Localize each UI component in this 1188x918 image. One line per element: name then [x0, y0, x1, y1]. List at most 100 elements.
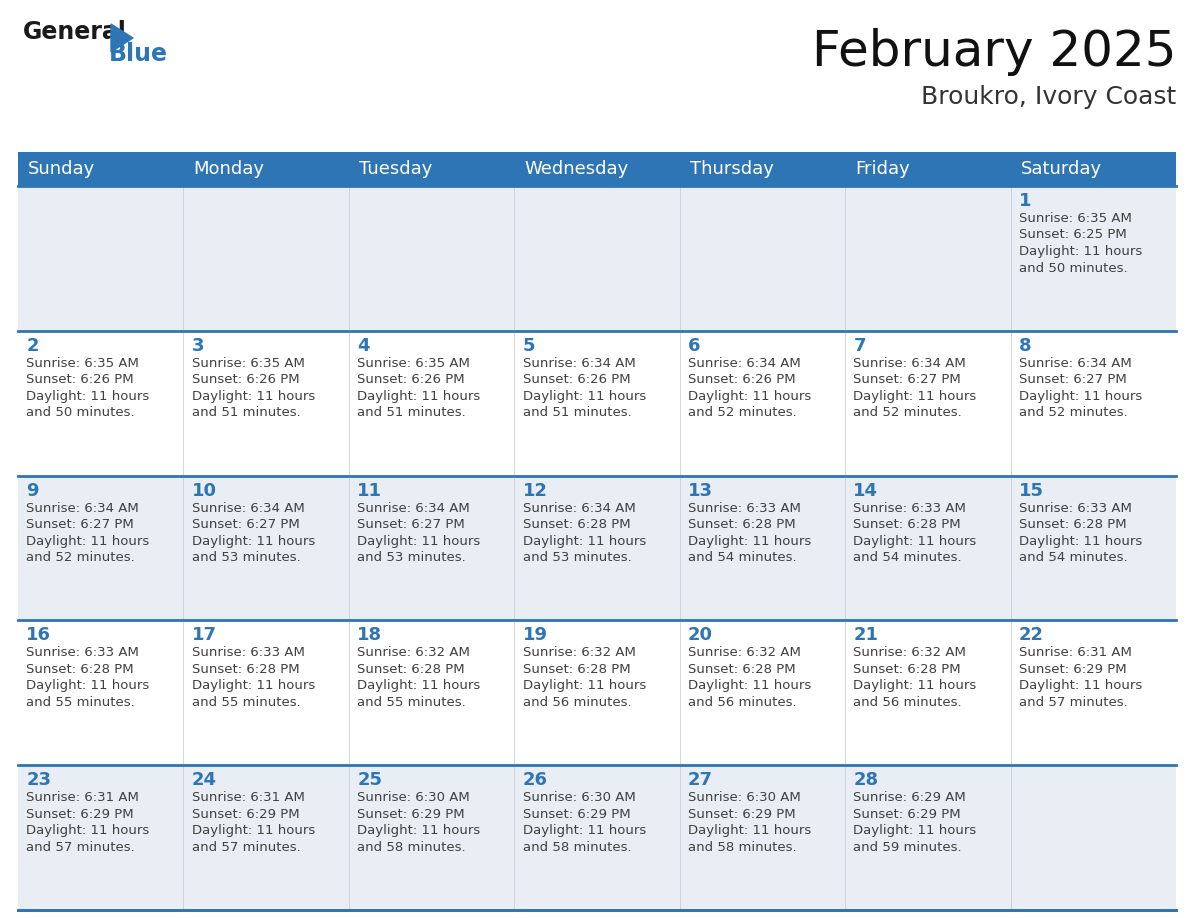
Text: Sunset: 6:26 PM: Sunset: 6:26 PM: [523, 374, 630, 386]
Text: and 57 minutes.: and 57 minutes.: [1019, 696, 1127, 709]
Text: Sunset: 6:27 PM: Sunset: 6:27 PM: [853, 374, 961, 386]
Text: Daylight: 11 hours: Daylight: 11 hours: [688, 824, 811, 837]
Text: Daylight: 11 hours: Daylight: 11 hours: [523, 824, 646, 837]
Text: Daylight: 11 hours: Daylight: 11 hours: [191, 824, 315, 837]
Text: Sunset: 6:28 PM: Sunset: 6:28 PM: [523, 663, 630, 676]
Text: and 58 minutes.: and 58 minutes.: [688, 841, 797, 854]
Text: Sunset: 6:27 PM: Sunset: 6:27 PM: [191, 518, 299, 532]
Text: Sunset: 6:28 PM: Sunset: 6:28 PM: [26, 663, 134, 676]
Text: Sunrise: 6:34 AM: Sunrise: 6:34 AM: [523, 501, 636, 515]
Text: Saturday: Saturday: [1020, 160, 1101, 178]
Text: 27: 27: [688, 771, 713, 789]
Text: 1: 1: [1019, 192, 1031, 210]
Text: Daylight: 11 hours: Daylight: 11 hours: [523, 534, 646, 548]
Text: 10: 10: [191, 482, 216, 499]
Text: and 50 minutes.: and 50 minutes.: [26, 407, 135, 420]
Text: Sunrise: 6:32 AM: Sunrise: 6:32 AM: [688, 646, 801, 659]
Text: Sunset: 6:29 PM: Sunset: 6:29 PM: [26, 808, 134, 821]
Text: 16: 16: [26, 626, 51, 644]
Text: Sunset: 6:28 PM: Sunset: 6:28 PM: [688, 518, 796, 532]
Text: Monday: Monday: [194, 160, 265, 178]
Text: Sunrise: 6:33 AM: Sunrise: 6:33 AM: [688, 501, 801, 515]
Text: Daylight: 11 hours: Daylight: 11 hours: [523, 390, 646, 403]
Text: Sunset: 6:28 PM: Sunset: 6:28 PM: [191, 663, 299, 676]
Bar: [18, 152, 183, 186]
Bar: [18, 476, 1176, 621]
Text: Sunset: 6:28 PM: Sunset: 6:28 PM: [853, 663, 961, 676]
Text: Sunrise: 6:29 AM: Sunrise: 6:29 AM: [853, 791, 966, 804]
Text: Daylight: 11 hours: Daylight: 11 hours: [26, 679, 150, 692]
Text: Sunrise: 6:32 AM: Sunrise: 6:32 AM: [523, 646, 636, 659]
Text: Sunrise: 6:34 AM: Sunrise: 6:34 AM: [523, 357, 636, 370]
Text: Sunrise: 6:32 AM: Sunrise: 6:32 AM: [358, 646, 470, 659]
Text: Sunset: 6:26 PM: Sunset: 6:26 PM: [26, 374, 134, 386]
Text: Sunset: 6:26 PM: Sunset: 6:26 PM: [191, 374, 299, 386]
Bar: [18, 766, 1176, 910]
Text: and 54 minutes.: and 54 minutes.: [1019, 551, 1127, 564]
Text: 5: 5: [523, 337, 535, 354]
Text: and 53 minutes.: and 53 minutes.: [191, 551, 301, 564]
Text: Sunset: 6:27 PM: Sunset: 6:27 PM: [358, 518, 465, 532]
Text: Sunset: 6:27 PM: Sunset: 6:27 PM: [1019, 374, 1126, 386]
Text: and 59 minutes.: and 59 minutes.: [853, 841, 962, 854]
Text: Daylight: 11 hours: Daylight: 11 hours: [1019, 679, 1142, 692]
Text: and 51 minutes.: and 51 minutes.: [358, 407, 466, 420]
Text: Friday: Friday: [855, 160, 910, 178]
Text: and 57 minutes.: and 57 minutes.: [191, 841, 301, 854]
Text: 17: 17: [191, 626, 216, 644]
Text: Sunset: 6:28 PM: Sunset: 6:28 PM: [853, 518, 961, 532]
Text: 3: 3: [191, 337, 204, 354]
Text: and 52 minutes.: and 52 minutes.: [853, 407, 962, 420]
Text: and 52 minutes.: and 52 minutes.: [688, 407, 797, 420]
Text: 15: 15: [1019, 482, 1044, 499]
Text: Sunset: 6:29 PM: Sunset: 6:29 PM: [1019, 663, 1126, 676]
Bar: [1011, 152, 1176, 186]
Text: Sunset: 6:26 PM: Sunset: 6:26 PM: [688, 374, 796, 386]
Text: 24: 24: [191, 771, 216, 789]
Text: and 55 minutes.: and 55 minutes.: [26, 696, 135, 709]
Text: Sunrise: 6:35 AM: Sunrise: 6:35 AM: [1019, 212, 1132, 225]
Text: Sunrise: 6:34 AM: Sunrise: 6:34 AM: [1019, 357, 1132, 370]
Text: Sunrise: 6:30 AM: Sunrise: 6:30 AM: [358, 791, 470, 804]
Text: Daylight: 11 hours: Daylight: 11 hours: [688, 390, 811, 403]
Text: Daylight: 11 hours: Daylight: 11 hours: [1019, 534, 1142, 548]
Text: Daylight: 11 hours: Daylight: 11 hours: [523, 679, 646, 692]
Text: Daylight: 11 hours: Daylight: 11 hours: [853, 824, 977, 837]
Text: Sunrise: 6:34 AM: Sunrise: 6:34 AM: [358, 501, 470, 515]
Text: Daylight: 11 hours: Daylight: 11 hours: [191, 534, 315, 548]
Text: Sunset: 6:25 PM: Sunset: 6:25 PM: [1019, 229, 1126, 241]
Text: Sunrise: 6:33 AM: Sunrise: 6:33 AM: [1019, 501, 1132, 515]
Text: Broukro, Ivory Coast: Broukro, Ivory Coast: [921, 85, 1176, 109]
Polygon shape: [110, 24, 133, 52]
Text: Sunrise: 6:31 AM: Sunrise: 6:31 AM: [1019, 646, 1132, 659]
Text: 8: 8: [1019, 337, 1031, 354]
Text: 2: 2: [26, 337, 39, 354]
Text: General: General: [23, 20, 127, 44]
Text: Sunrise: 6:34 AM: Sunrise: 6:34 AM: [688, 357, 801, 370]
Text: and 58 minutes.: and 58 minutes.: [358, 841, 466, 854]
Text: and 55 minutes.: and 55 minutes.: [191, 696, 301, 709]
Text: 20: 20: [688, 626, 713, 644]
Text: Daylight: 11 hours: Daylight: 11 hours: [853, 534, 977, 548]
Text: Sunset: 6:29 PM: Sunset: 6:29 PM: [853, 808, 961, 821]
Bar: [18, 330, 1176, 476]
Text: and 54 minutes.: and 54 minutes.: [853, 551, 962, 564]
Text: 22: 22: [1019, 626, 1044, 644]
Text: Daylight: 11 hours: Daylight: 11 hours: [688, 534, 811, 548]
Text: Daylight: 11 hours: Daylight: 11 hours: [358, 390, 480, 403]
Text: and 57 minutes.: and 57 minutes.: [26, 841, 135, 854]
Text: Sunrise: 6:34 AM: Sunrise: 6:34 AM: [191, 501, 304, 515]
Text: Wednesday: Wednesday: [524, 160, 628, 178]
Text: and 52 minutes.: and 52 minutes.: [26, 551, 135, 564]
Text: and 55 minutes.: and 55 minutes.: [358, 696, 466, 709]
Text: Daylight: 11 hours: Daylight: 11 hours: [1019, 245, 1142, 258]
Text: Sunrise: 6:30 AM: Sunrise: 6:30 AM: [688, 791, 801, 804]
Text: Sunrise: 6:30 AM: Sunrise: 6:30 AM: [523, 791, 636, 804]
Text: and 58 minutes.: and 58 minutes.: [523, 841, 631, 854]
Text: Sunset: 6:28 PM: Sunset: 6:28 PM: [688, 663, 796, 676]
Text: Tuesday: Tuesday: [359, 160, 432, 178]
Text: and 51 minutes.: and 51 minutes.: [191, 407, 301, 420]
Text: Sunset: 6:29 PM: Sunset: 6:29 PM: [358, 808, 465, 821]
Text: 7: 7: [853, 337, 866, 354]
Text: Sunrise: 6:35 AM: Sunrise: 6:35 AM: [358, 357, 470, 370]
